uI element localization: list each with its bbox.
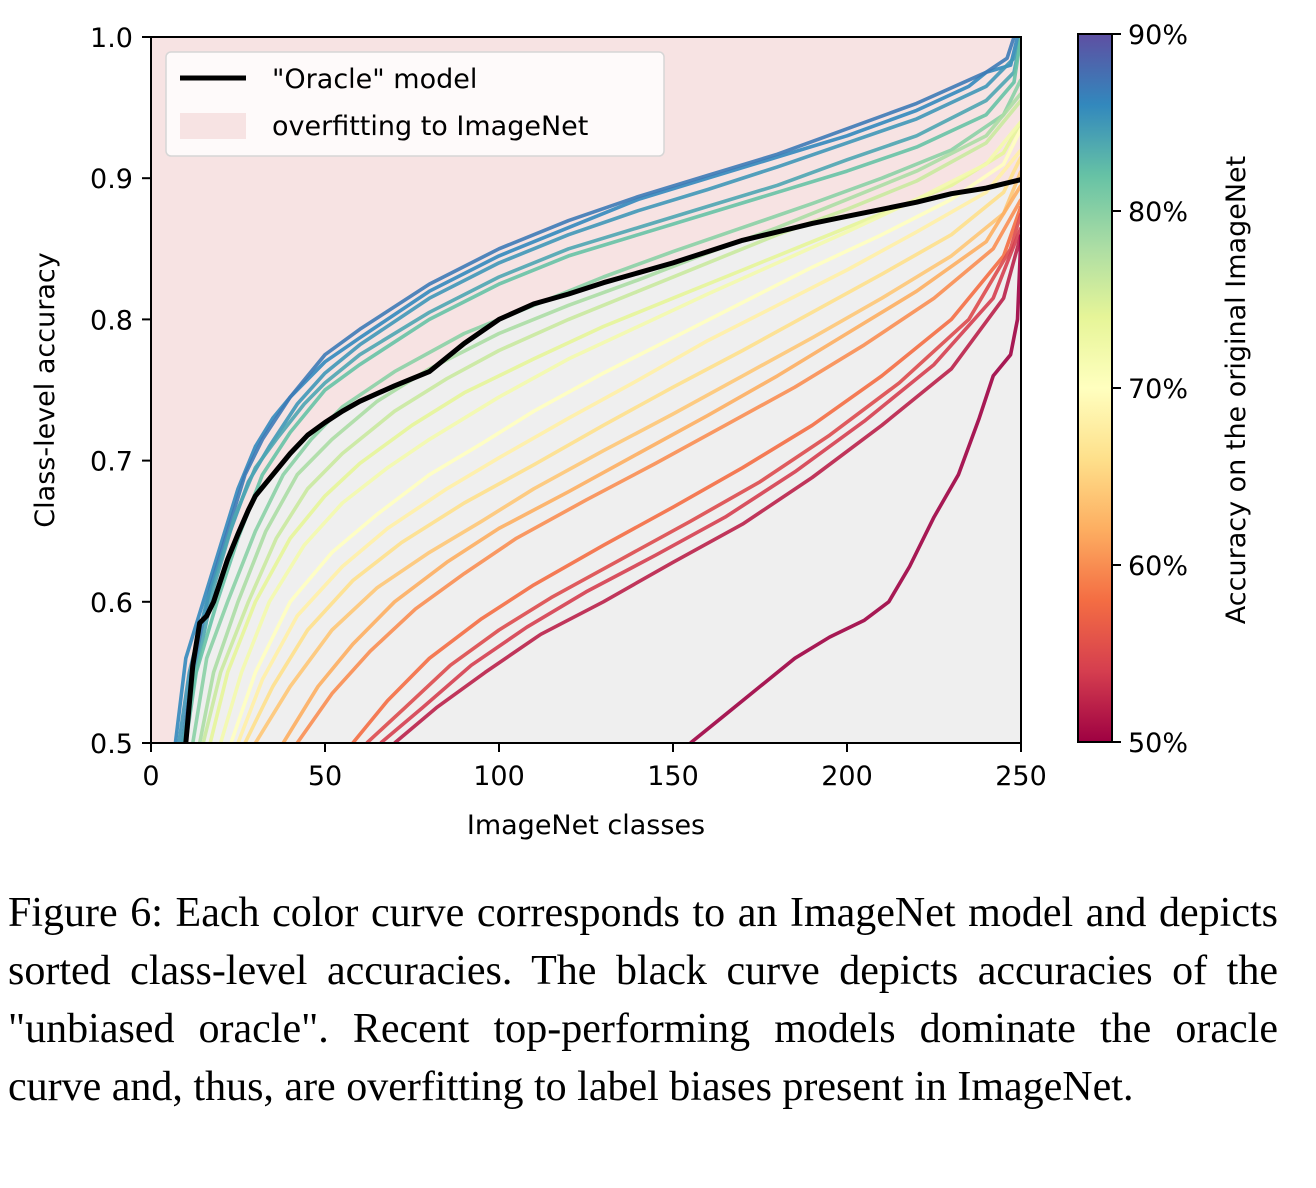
model-curve-8: [201, 99, 1021, 743]
y-tick-label: 0.9: [90, 164, 133, 195]
x-tick-label: 50: [308, 761, 342, 792]
colorbar: 50% 60% 70% 80% 90% Accuracy on the original…: [1077, 20, 1252, 759]
y-axis-label: Class-level accuracy: [30, 252, 61, 527]
model-curve-15: [281, 184, 1021, 743]
model-curve-12: [236, 148, 1021, 743]
model-curve-2: [180, 37, 1016, 743]
y-tick-label: 1.0: [90, 23, 133, 54]
colorbar-tick-label: 50%: [1128, 728, 1188, 759]
colorbar-gradient: [1077, 33, 1113, 743]
model-curve-17: [351, 205, 1021, 743]
model-curve-21: [689, 234, 1021, 743]
model-curve-7: [197, 92, 1021, 743]
y-tick-label: 0.8: [90, 305, 133, 336]
model-curves: [173, 37, 1021, 743]
colorbar-label: Accuracy on the original ImageNet: [1221, 156, 1252, 624]
x-axis-ticks: 0 50 100 150 200 250: [142, 743, 1047, 792]
colorbar-tick-label: 60%: [1128, 551, 1188, 582]
model-curve-1: [173, 37, 1020, 743]
model-curve-10: [218, 120, 1021, 743]
model-curve-16: [295, 198, 1021, 743]
legend-oracle-label: "Oracle" model: [272, 64, 477, 95]
model-curve-4: [180, 37, 1021, 743]
model-curve-11: [229, 128, 1021, 743]
y-axis-ticks: 0.5 0.6 0.7 0.8 0.9 1.0: [90, 23, 151, 760]
oracle-curve: [183, 177, 1021, 743]
model-curve-18: [365, 212, 1021, 743]
x-tick-label: 0: [142, 761, 159, 792]
figure-chart: 0 50 100 150 200 250 0.5 0.6 0.7 0.8 0.9 1.0 Image…: [30, 20, 1252, 841]
colorbar-tick-label: 70%: [1128, 374, 1188, 405]
colorbar-tick-label: 90%: [1128, 20, 1188, 51]
model-curve-20: [393, 234, 1021, 743]
colorbar-tick-label: 80%: [1128, 197, 1188, 228]
y-tick-label: 0.7: [90, 447, 133, 478]
model-curve-14: [253, 170, 1021, 743]
model-curve-19: [379, 226, 1021, 743]
model-curve-13: [243, 156, 1021, 743]
legend-overfitting-swatch: [180, 113, 246, 139]
y-tick-label: 0.5: [90, 729, 133, 760]
x-axis-label: ImageNet classes: [467, 810, 705, 841]
x-tick-label: 200: [821, 761, 873, 792]
figure-caption: Figure 6: Each color curve corresponds t…: [8, 890, 1278, 1110]
x-tick-label: 250: [995, 761, 1047, 792]
x-tick-label: 150: [647, 761, 699, 792]
y-tick-label: 0.6: [90, 588, 133, 619]
legend-box: [165, 51, 665, 157]
plot-frame: [150, 36, 1022, 744]
legend: "Oracle" model overfitting to ImageNet: [165, 51, 665, 157]
colorbar-ticks: 50% 60% 70% 80% 90%: [1112, 20, 1188, 759]
legend-overfitting-label: overfitting to ImageNet: [272, 111, 588, 142]
x-tick-label: 100: [473, 761, 525, 792]
